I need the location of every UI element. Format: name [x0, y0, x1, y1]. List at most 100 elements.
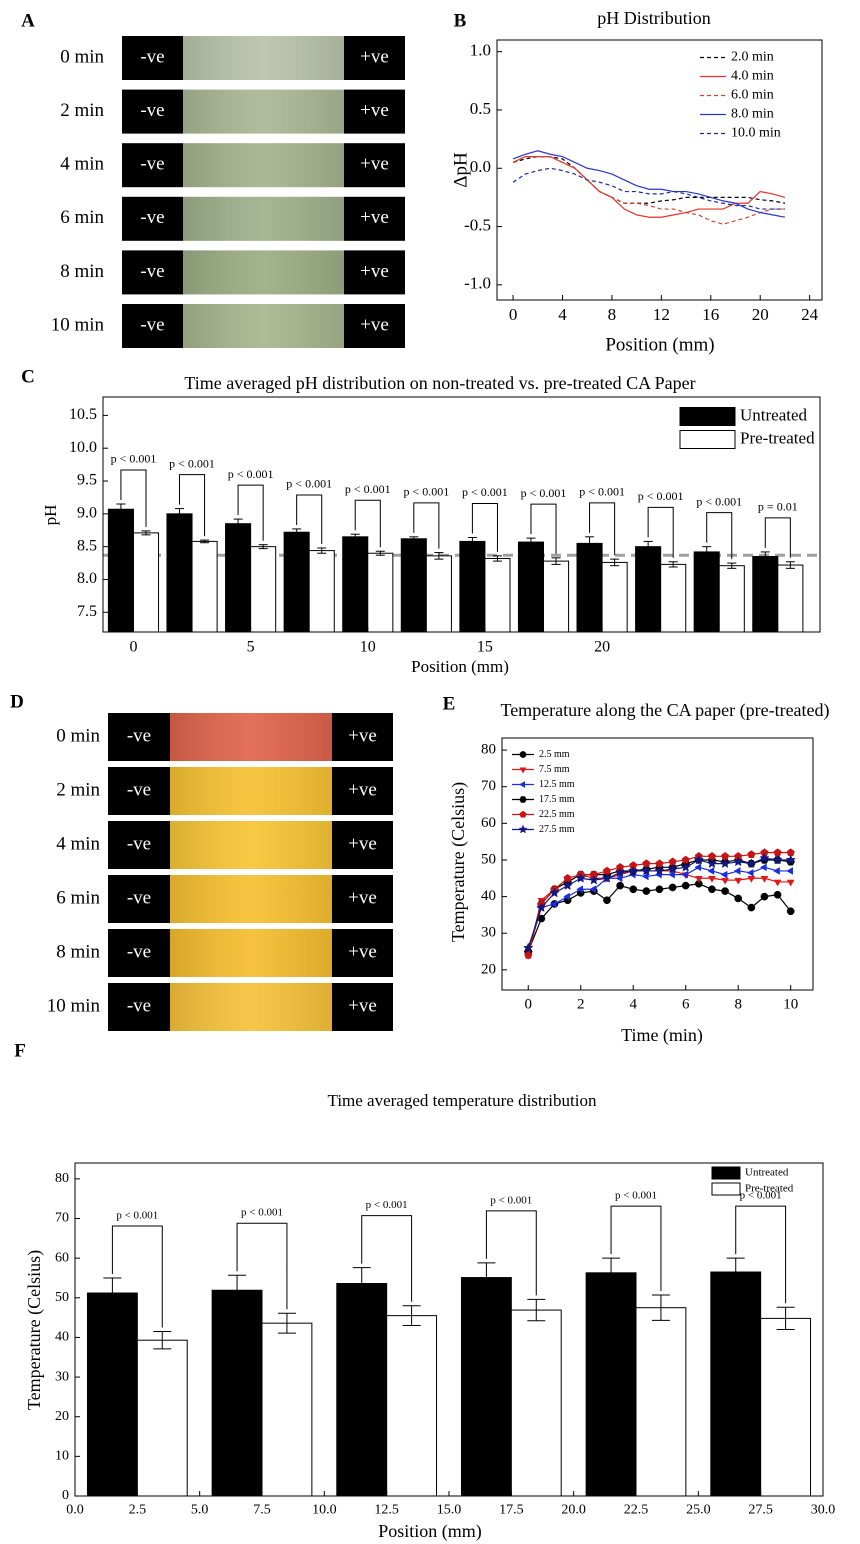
- y-tick-label: 80: [481, 742, 496, 758]
- x-axis-label: Time (min): [621, 1025, 703, 1046]
- marker: [519, 796, 527, 803]
- bar: [336, 1283, 388, 1497]
- chart-title: Time averaged temperature distribution: [328, 1091, 597, 1110]
- electrode-negative: [108, 713, 170, 761]
- legend-swatch: [679, 430, 736, 449]
- marker: [720, 870, 728, 879]
- marker: [707, 867, 715, 875]
- legend-label: 6.0 min: [731, 88, 774, 103]
- y-tick-label: 40: [55, 1330, 69, 1345]
- electrode-negative: [108, 983, 170, 1031]
- x-tick-label: 20: [752, 305, 769, 324]
- marker: [746, 858, 757, 869]
- y-axis-label: Temperature (Celsius): [448, 782, 469, 942]
- y-tick-label: 20: [55, 1409, 69, 1424]
- bar: [225, 523, 252, 633]
- chart-title: pH Distribution: [597, 8, 711, 28]
- marker: [549, 900, 557, 908]
- positive-label: +ve: [360, 46, 389, 67]
- bar: [136, 1339, 188, 1497]
- y-tick-label: 60: [55, 1250, 69, 1265]
- time-label: 0 min: [56, 725, 100, 746]
- y-tick-label: 10.5: [69, 406, 97, 423]
- y-tick-label: 10: [55, 1449, 69, 1464]
- x-tick-label: 5.0: [191, 1503, 209, 1518]
- significance-bracket: [413, 502, 440, 549]
- marker: [614, 867, 626, 878]
- marker: [786, 879, 795, 887]
- bar: [86, 1292, 138, 1497]
- bar: [400, 538, 427, 633]
- bar: [635, 1307, 687, 1497]
- p-value: p < 0.001: [366, 1199, 408, 1211]
- plot-frame: [102, 396, 821, 633]
- negative-label: -ve: [140, 314, 164, 335]
- p-value: p < 0.001: [696, 494, 742, 508]
- electrode-positive: [344, 143, 405, 188]
- panel-label: A: [21, 10, 35, 31]
- y-tick-label: 1.0: [470, 41, 491, 60]
- significance-bracket: [589, 502, 616, 556]
- p-value: p < 0.001: [241, 1207, 283, 1219]
- marker: [667, 863, 678, 874]
- marker: [589, 885, 597, 894]
- bar: [517, 541, 545, 633]
- x-tick-label: 6: [682, 996, 690, 1012]
- marker: [519, 751, 527, 758]
- electrode-negative: [122, 196, 183, 241]
- legend-label: 10.0 min: [731, 126, 781, 141]
- x-axis-label: Position (mm): [411, 657, 509, 676]
- x-tick-label: 8: [734, 996, 742, 1012]
- strip-shade: [170, 929, 332, 977]
- electrode-negative: [108, 929, 170, 977]
- marker: [518, 781, 525, 788]
- positive-label: +ve: [360, 261, 389, 282]
- positive-label: +ve: [348, 941, 377, 962]
- bar: [510, 1309, 562, 1497]
- marker: [694, 863, 702, 872]
- significance-bracket: [735, 1205, 787, 1304]
- electrode-positive: [344, 196, 405, 241]
- negative-label: -ve: [140, 46, 164, 67]
- marker: [773, 867, 780, 875]
- bar: [342, 536, 369, 633]
- p-value: p < 0.001: [286, 477, 332, 491]
- bar: [166, 513, 193, 633]
- time-label: 8 min: [60, 261, 104, 282]
- significance-bracket: [471, 502, 498, 552]
- marker: [708, 876, 716, 883]
- marker: [734, 894, 743, 903]
- series-line: [512, 155, 785, 225]
- legend-label: 17.5 mm: [539, 794, 575, 805]
- strip-shade: [170, 983, 332, 1031]
- marker: [681, 870, 688, 879]
- significance-bracket: [706, 512, 733, 560]
- marker: [680, 861, 691, 872]
- significance-bracket: [111, 1225, 163, 1328]
- x-tick-label: 24: [801, 305, 819, 324]
- marker: [773, 890, 782, 899]
- bar: [250, 546, 277, 633]
- marker: [719, 858, 731, 869]
- bar: [635, 546, 662, 633]
- p-value: p < 0.001: [579, 485, 625, 499]
- marker: [576, 885, 583, 894]
- electrode-positive: [332, 767, 393, 815]
- x-tick-label: 4: [558, 305, 567, 324]
- strip-shade: [170, 821, 332, 869]
- legend-swatch: [711, 1166, 741, 1180]
- marker: [603, 896, 611, 905]
- significance-bracket: [361, 1215, 413, 1302]
- marker: [734, 877, 743, 885]
- y-axis-label: Temperature (Celsius): [24, 1250, 45, 1410]
- marker: [760, 876, 769, 883]
- y-tick-label: 0.5: [470, 99, 491, 118]
- bar: [484, 557, 511, 633]
- strip-shade: [183, 250, 344, 295]
- marker: [536, 902, 547, 912]
- x-tick-label: 0.0: [66, 1503, 84, 1518]
- significance-bracket: [764, 517, 791, 558]
- legend-label: Pre-treated: [740, 428, 815, 447]
- marker: [629, 885, 638, 894]
- positive-label: +ve: [360, 207, 389, 228]
